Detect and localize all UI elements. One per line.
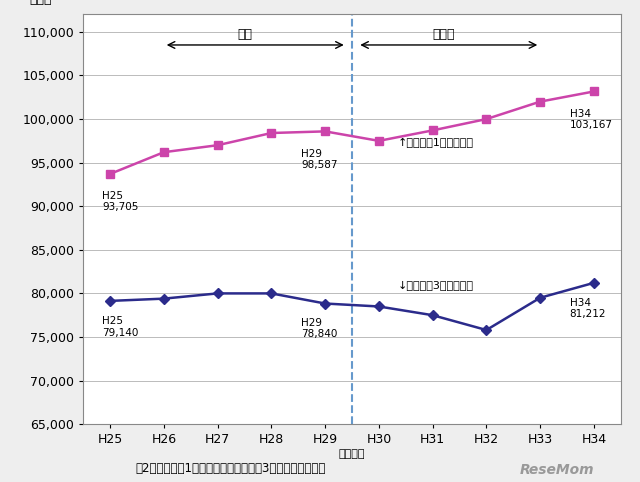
- Text: ReseMom: ReseMom: [520, 463, 594, 477]
- Text: H29
98,587: H29 98,587: [301, 149, 337, 170]
- Text: ↑公立小学1年生児童数: ↑公立小学1年生児童数: [397, 138, 474, 148]
- Text: H25
79,140: H25 79,140: [102, 316, 138, 338]
- Text: 図2　公立小学1年生児童数・公立中学3年生生徒数の推移: 図2 公立小学1年生児童数・公立中学3年生生徒数の推移: [135, 462, 326, 475]
- X-axis label: （年度）: （年度）: [339, 449, 365, 459]
- Text: H25
93,705: H25 93,705: [102, 190, 138, 212]
- Text: 推計値: 推計値: [432, 27, 454, 40]
- Text: 実数: 実数: [237, 27, 252, 40]
- Text: ↓公立中学3年生生徒数: ↓公立中学3年生生徒数: [397, 281, 474, 292]
- Text: H29
78,840: H29 78,840: [301, 318, 337, 339]
- Text: H34
81,212: H34 81,212: [570, 298, 606, 320]
- Y-axis label: （人）: （人）: [29, 0, 51, 6]
- Text: H34
103,167: H34 103,167: [570, 108, 612, 130]
